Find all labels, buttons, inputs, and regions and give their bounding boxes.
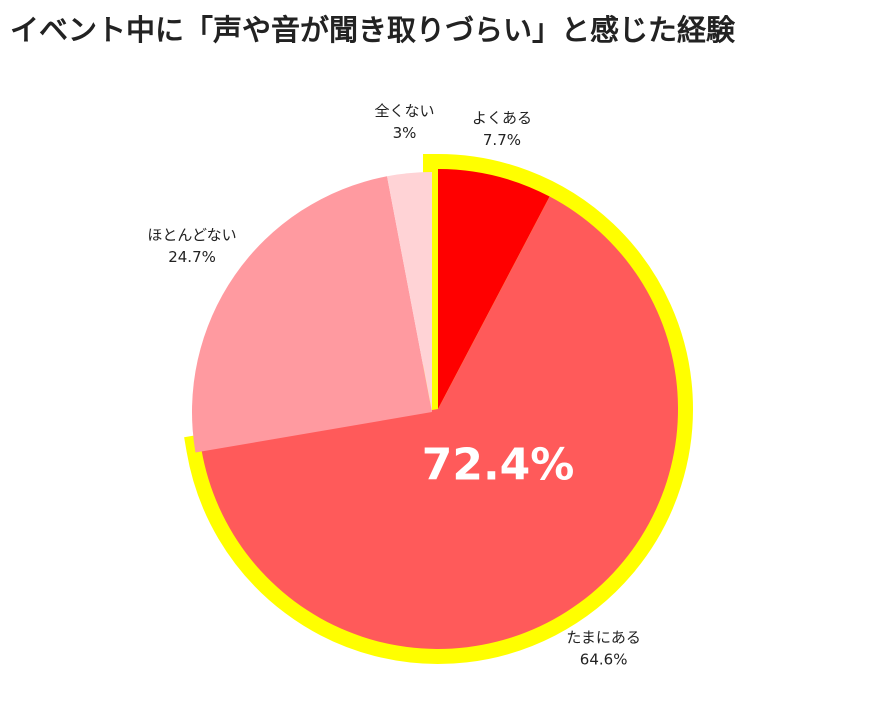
value-label: 24.7% xyxy=(168,248,216,266)
slice xyxy=(438,169,550,409)
slice xyxy=(201,196,678,649)
slice-label: よくある xyxy=(472,109,532,127)
slice-label: 全くない xyxy=(375,102,435,120)
value-label: 64.6% xyxy=(580,651,628,669)
slice-label: たまにある xyxy=(566,629,641,647)
pie: よくある 7.7% たまにある 64.6% ほとんどない 24.7% 全くない 3% 72.4% xyxy=(147,102,693,669)
value-label: 3% xyxy=(393,124,417,142)
slice xyxy=(387,172,432,412)
slice xyxy=(191,176,432,453)
chart-title: イベント中に「声や音が聞き取りづらい」と感じた経験 xyxy=(10,13,736,47)
value-label: 7.7% xyxy=(483,131,521,149)
highlight-label: 72.4% xyxy=(422,440,575,491)
slice-label: ほとんどない xyxy=(147,226,236,244)
